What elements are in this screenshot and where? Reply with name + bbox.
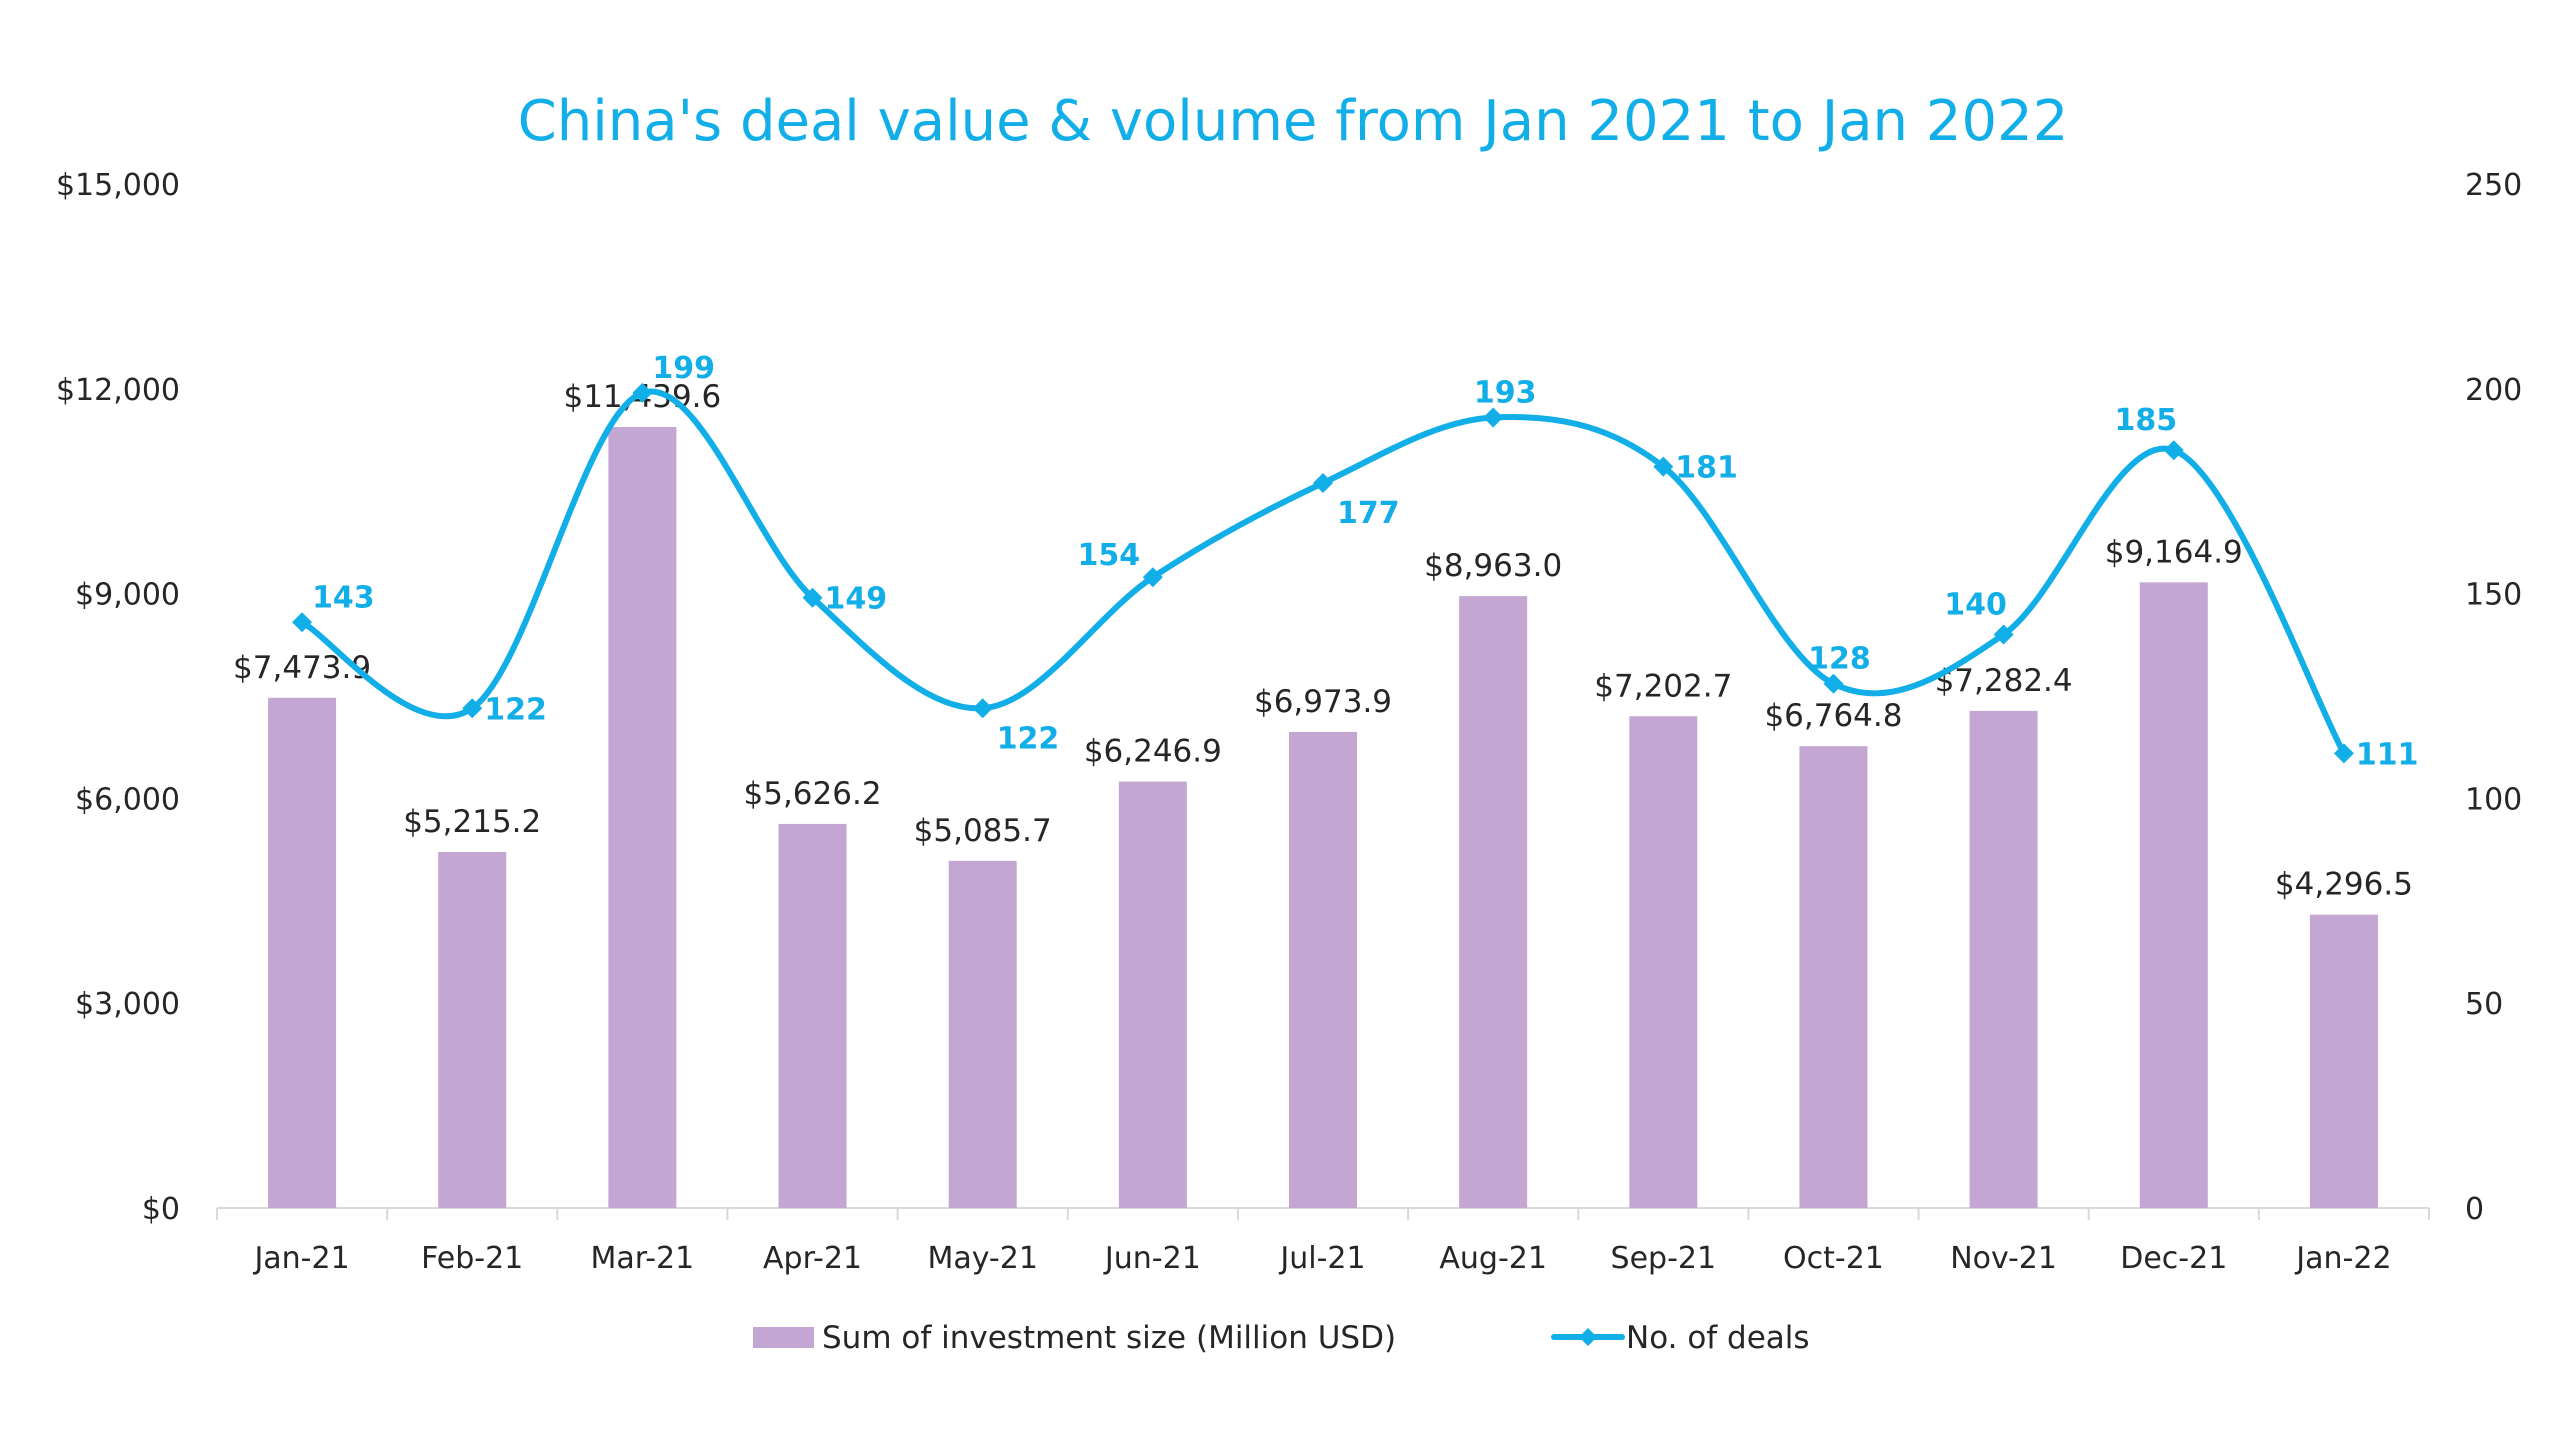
- bar[interactable]: [1118, 781, 1187, 1208]
- line-marker[interactable]: [1993, 624, 2014, 645]
- x-axis-tick-label: Jan-22: [2294, 1241, 2391, 1276]
- bar[interactable]: [2139, 582, 2208, 1208]
- left-axis-tick-label: $15,000: [56, 168, 180, 203]
- x-axis-tick-label: Apr-21: [763, 1241, 862, 1276]
- line-marker[interactable]: [1653, 456, 1674, 477]
- bar-data-label: $5,626.2: [744, 776, 882, 812]
- x-axis-tick-label: Sep-21: [1611, 1241, 1717, 1276]
- bar[interactable]: [608, 427, 677, 1208]
- x-axis-tick-label: Mar-21: [591, 1241, 695, 1276]
- left-axis-tick-label: $0: [142, 1192, 180, 1227]
- x-axis-tick-label: Dec-21: [2120, 1241, 2227, 1276]
- x-axis: Jan-21 Feb-21 Mar-21 Apr-21 May-21 Jun-21 Jul-…: [216, 1207, 2430, 1276]
- line-data-label: 193: [1474, 375, 1537, 410]
- right-axis-tick-label: 100: [2465, 782, 2522, 817]
- left-y-axis: $0 $3,000 $6,000 $9,000 $12,000 $15,000: [56, 168, 180, 1227]
- line-marker[interactable]: [1142, 567, 1163, 588]
- line-series: [292, 382, 2354, 764]
- x-axis-tick-label: Jun-21: [1103, 1241, 1201, 1276]
- x-axis-tick-label: Nov-21: [1950, 1241, 2057, 1276]
- bar[interactable]: [778, 823, 847, 1208]
- line-data-label: 185: [2114, 403, 2177, 438]
- bar-data-label: $6,764.8: [1764, 698, 1902, 734]
- x-axis-tick-label: Feb-21: [421, 1241, 523, 1276]
- line-marker[interactable]: [2163, 440, 2184, 461]
- bar-series: [268, 427, 2378, 1208]
- line-data-label: 177: [1337, 496, 1400, 531]
- bar-data-label: $5,085.7: [914, 813, 1052, 849]
- line-data-labels: 143 122 199 149 122 154 177 193 181 128 140 185 111: [312, 351, 2418, 772]
- line-data-label: 199: [652, 351, 715, 386]
- right-axis-tick-label: 0: [2465, 1192, 2484, 1227]
- chart-title: China's deal value & volume from Jan 202…: [518, 89, 2069, 154]
- bar[interactable]: [268, 697, 337, 1208]
- legend-item-investment[interactable]: Sum of investment size (Million USD): [753, 1320, 1396, 1356]
- bar-data-label: $6,973.9: [1254, 684, 1392, 720]
- bar-data-label: $9,164.9: [2105, 534, 2243, 570]
- line-data-label: 149: [825, 582, 888, 617]
- bar-data-label: $7,202.7: [1594, 668, 1732, 704]
- x-axis-tick-label: Jul-21: [1278, 1241, 1365, 1276]
- bar-data-label: $8,963.0: [1424, 548, 1562, 584]
- bar[interactable]: [1799, 746, 1868, 1208]
- right-axis-tick-label: 50: [2465, 987, 2503, 1022]
- line-marker[interactable]: [292, 612, 313, 633]
- line-marker[interactable]: [972, 698, 993, 719]
- line-marker[interactable]: [1313, 473, 1333, 494]
- left-axis-tick-label: $9,000: [75, 578, 180, 613]
- right-axis-tick-label: 150: [2465, 578, 2522, 613]
- right-axis-tick-label: 250: [2465, 168, 2522, 203]
- legend-label-investment: Sum of investment size (Million USD): [822, 1320, 1396, 1356]
- line-data-label: 181: [1675, 451, 1738, 486]
- line-marker[interactable]: [2333, 743, 2354, 764]
- bar[interactable]: [2309, 914, 2378, 1208]
- line-marker[interactable]: [1823, 673, 1844, 694]
- bar[interactable]: [948, 860, 1017, 1208]
- bar-data-label: $5,215.2: [403, 804, 541, 840]
- legend-diamond-marker: [1579, 1328, 1597, 1346]
- bar-data-label: $6,246.9: [1084, 734, 1222, 770]
- legend: Sum of investment size (Million USD) No.…: [753, 1320, 1810, 1356]
- line-data-label: 111: [2356, 737, 2419, 772]
- legend-swatch-bar: [753, 1327, 814, 1348]
- x-axis-tick-label: Jan-21: [252, 1241, 349, 1276]
- left-axis-tick-label: $12,000: [56, 373, 180, 408]
- left-axis-tick-label: $6,000: [75, 782, 180, 817]
- line-data-label: 128: [1808, 642, 1871, 677]
- left-axis-tick-label: $3,000: [75, 987, 180, 1022]
- line-data-label: 140: [1944, 588, 2007, 623]
- line-marker[interactable]: [462, 698, 483, 719]
- bar-data-label: $7,282.4: [1935, 663, 2073, 699]
- bar-data-labels: $7,473.9$5,215.2$11,439.6$5,626.2$5,085.…: [233, 379, 2413, 903]
- line-marker[interactable]: [802, 587, 823, 608]
- line-marker[interactable]: [632, 382, 653, 403]
- line-data-label: 122: [997, 721, 1060, 756]
- bar[interactable]: [1289, 731, 1357, 1208]
- legend-item-deals[interactable]: No. of deals: [1551, 1320, 1810, 1356]
- line-marker[interactable]: [1483, 407, 1504, 428]
- bar[interactable]: [1629, 716, 1698, 1208]
- right-y-axis: 0 50 100 150 200 250: [2465, 168, 2522, 1227]
- x-axis-tick-label: Oct-21: [1783, 1241, 1884, 1276]
- line-data-label: 122: [484, 692, 547, 727]
- bar-data-label: $4,296.5: [2275, 867, 2413, 903]
- bar[interactable]: [1459, 596, 1528, 1208]
- bar[interactable]: [438, 851, 507, 1208]
- line-data-label: 154: [1078, 538, 1141, 573]
- right-axis-tick-label: 200: [2465, 373, 2522, 408]
- line-data-label: 143: [312, 580, 375, 615]
- legend-label-deals: No. of deals: [1626, 1320, 1810, 1356]
- x-axis-tick-label: May-21: [927, 1241, 1038, 1276]
- x-axis-tick-label: Aug-21: [1439, 1241, 1547, 1276]
- bar[interactable]: [1969, 710, 2038, 1208]
- bar-data-label: $7,473.9: [233, 650, 371, 686]
